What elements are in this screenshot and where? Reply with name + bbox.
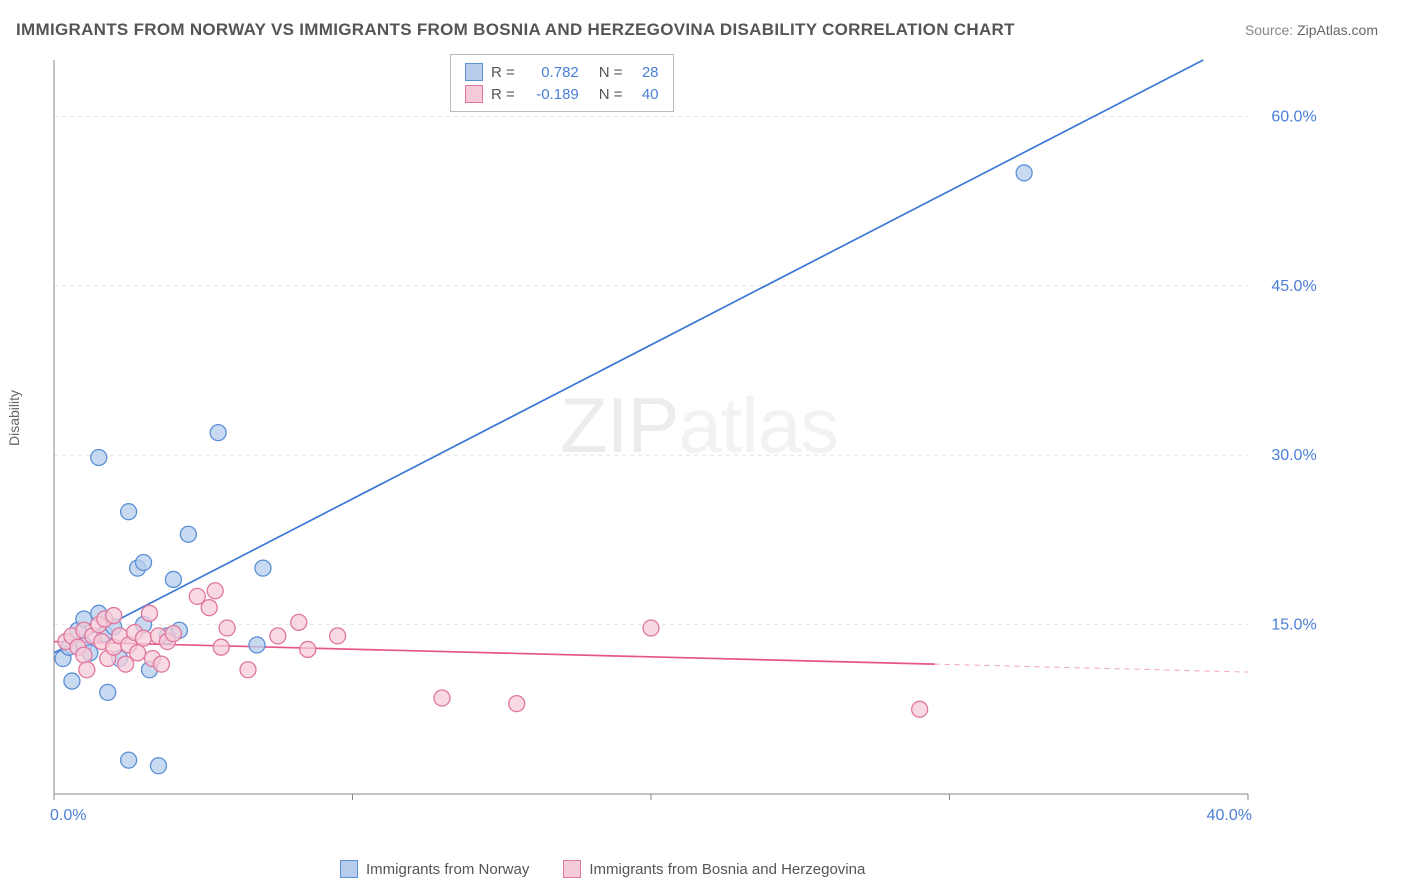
svg-text:45.0%: 45.0% <box>1271 278 1316 295</box>
legend-label: Immigrants from Norway <box>366 861 529 878</box>
legend-item: Immigrants from Norway <box>340 860 529 878</box>
chart-title: IMMIGRANTS FROM NORWAY VS IMMIGRANTS FRO… <box>16 20 1015 40</box>
chart-svg: 15.0% 30.0% 45.0% 60.0% 0.0% 40.0% <box>48 50 1328 828</box>
legend-label: Immigrants from Bosnia and Herzegovina <box>589 861 865 878</box>
svg-text:0.0%: 0.0% <box>50 807 86 824</box>
chart-source: Source: ZipAtlas.com <box>1245 22 1378 38</box>
y-axis-label: Disability <box>6 390 22 446</box>
correlation-legend: R =0.782N =28 R =-0.189N =40 <box>450 54 674 112</box>
legend-swatch <box>340 860 358 878</box>
source-label: Source: <box>1245 22 1297 38</box>
correlation-values: R =0.782N =28 <box>491 64 659 81</box>
svg-text:60.0%: 60.0% <box>1271 108 1316 125</box>
legend-item: Immigrants from Bosnia and Herzegovina <box>563 860 865 878</box>
svg-text:30.0%: 30.0% <box>1271 447 1316 464</box>
legend-swatch <box>465 85 483 103</box>
correlation-row: R =-0.189N =40 <box>465 83 659 105</box>
scatter-plot: 15.0% 30.0% 45.0% 60.0% 0.0% 40.0% <box>48 50 1328 828</box>
correlation-values: R =-0.189N =40 <box>491 86 659 103</box>
legend-swatch <box>465 63 483 81</box>
correlation-row: R =0.782N =28 <box>465 61 659 83</box>
legend-swatch <box>563 860 581 878</box>
source-value: ZipAtlas.com <box>1297 22 1378 38</box>
svg-text:40.0%: 40.0% <box>1207 807 1252 824</box>
series-legend: Immigrants from Norway Immigrants from Bo… <box>340 860 865 878</box>
svg-text:15.0%: 15.0% <box>1271 617 1316 634</box>
